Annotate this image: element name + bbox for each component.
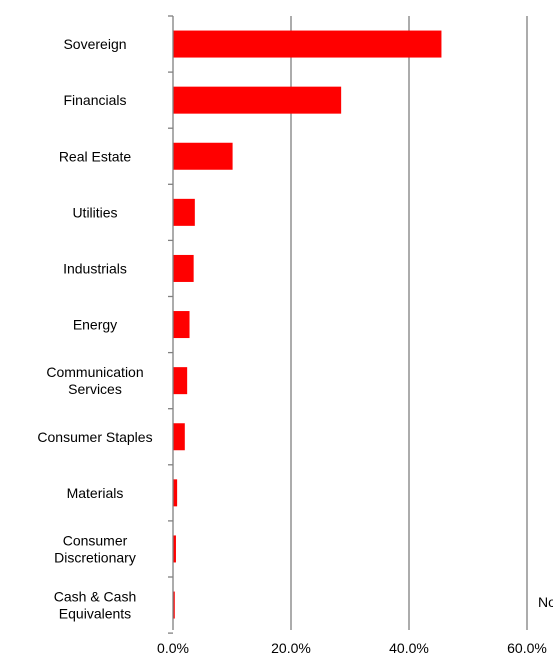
x-tick-labels: 0.0% 20.0% 40.0% 60.0% (157, 640, 547, 656)
category-labels: Sovereign Financials Real Estate Utilities I… (37, 36, 152, 622)
bar (173, 86, 342, 114)
bar (173, 591, 175, 619)
bar (173, 479, 178, 507)
bar (173, 198, 195, 226)
category-label: Consumer Staples (37, 429, 152, 445)
x-tick-label: 0.0% (157, 640, 189, 656)
category-label: Sovereign (63, 36, 126, 52)
category-label: Energy (73, 317, 117, 333)
axis (168, 15, 174, 634)
bars (173, 30, 442, 619)
x-tick-label: 40.0% (389, 640, 429, 656)
bar (173, 311, 190, 339)
bar (173, 30, 442, 58)
category-label: Materials (67, 485, 124, 501)
bar (173, 367, 188, 395)
note-text: No (538, 594, 553, 610)
bar (173, 254, 194, 282)
category-label: Consumer Discretionary (54, 532, 136, 565)
category-label: Industrials (63, 260, 127, 276)
category-label: Financials (63, 92, 126, 108)
bar (173, 535, 176, 563)
gridlines (290, 16, 528, 630)
category-label: Communication Services (46, 364, 143, 397)
bar (173, 142, 233, 170)
category-label: Cash & Cash Equivalents (54, 589, 136, 622)
x-tick-label: 20.0% (271, 640, 311, 656)
category-label: Real Estate (59, 148, 132, 164)
category-label: Utilities (72, 204, 117, 220)
bar (173, 423, 185, 451)
x-tick-label: 60.0% (507, 640, 547, 656)
